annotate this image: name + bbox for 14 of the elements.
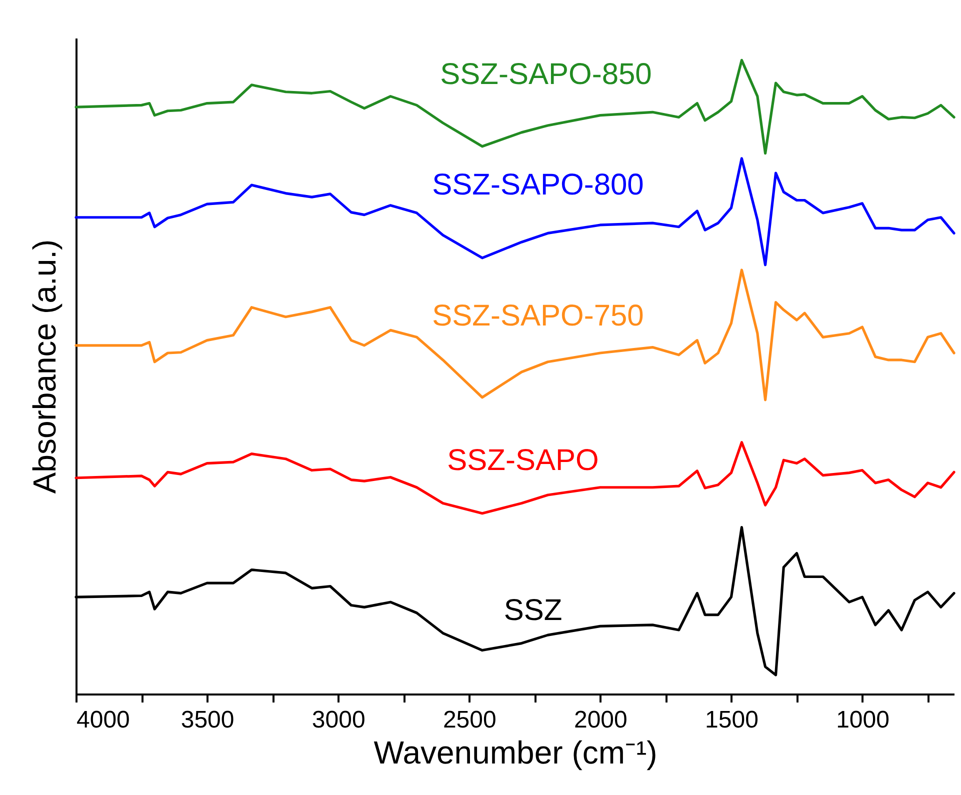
series-label: SSZ (504, 594, 562, 628)
x-tick-label: 1500 (705, 706, 758, 734)
x-tick-label: 3500 (180, 706, 234, 734)
x-tick-label: 2000 (574, 706, 628, 734)
y-axis-title: Absorbance (a.u.) (26, 239, 62, 494)
x-tick-label: 4000 (76, 706, 130, 734)
x-tick-label: 2500 (442, 706, 496, 734)
series-label: SSZ-SAPO-850 (440, 58, 652, 92)
series-label: SSZ-SAPO-800 (432, 168, 644, 202)
x-axis-title: Wavenumber (cm⁻¹) (374, 734, 658, 770)
series-label: SSZ-SAPO (447, 444, 599, 477)
series-label: SSZ-SAPO-750 (432, 299, 644, 332)
x-tick-label: 3000 (312, 706, 366, 734)
x-tick-label: 1000 (836, 706, 890, 734)
